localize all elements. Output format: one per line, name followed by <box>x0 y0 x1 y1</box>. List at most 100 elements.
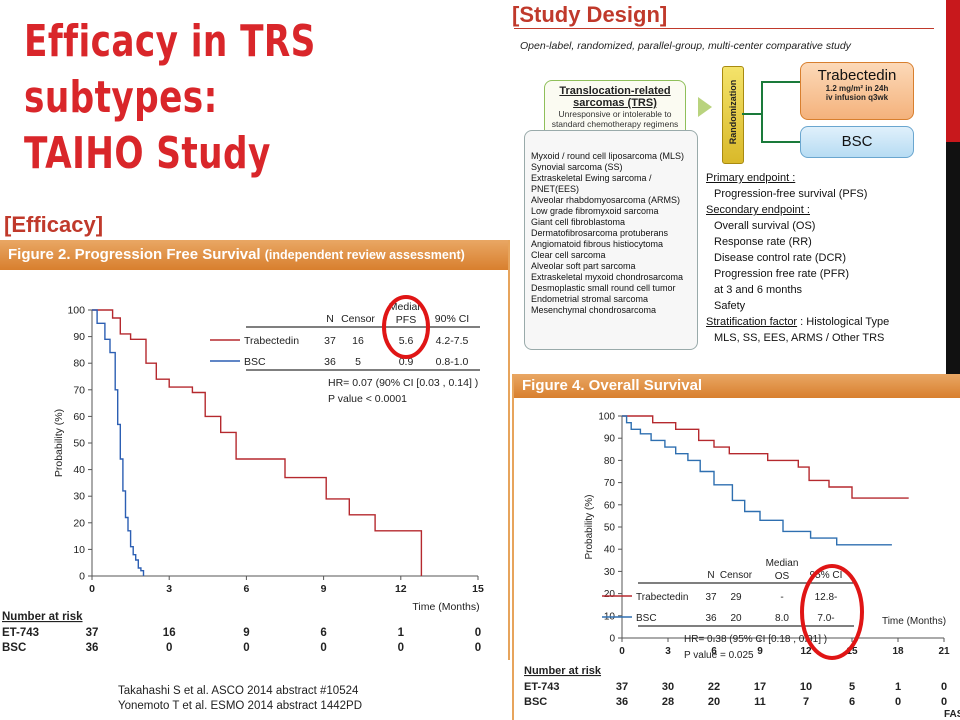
table-header: Median <box>389 301 424 313</box>
subtype-item: Endometrial stromal sarcoma <box>531 294 649 304</box>
table-cell: 7.0- <box>817 613 834 624</box>
y-tick-label: 40 <box>604 545 616 556</box>
table-cell: 37 <box>705 592 717 603</box>
subtype-item: Mesenchymal chondrosarcoma <box>531 305 657 315</box>
risk-count: 30 <box>662 681 674 693</box>
risk-count: 37 <box>86 627 99 639</box>
table-header: OS <box>775 571 790 582</box>
risk-count: 11 <box>754 696 766 708</box>
subtype-item: Myxoid / round cell liposarcoma (MLS) <box>531 151 685 161</box>
km-curve-bsc <box>92 309 145 576</box>
y-tick-label: 80 <box>73 358 85 370</box>
table-cell: 4.2-7.5 <box>436 335 469 347</box>
risk-count: 0 <box>941 681 947 693</box>
table-cell: 12.8- <box>815 592 838 603</box>
title-line-1: Efficacy in TRS <box>24 16 316 67</box>
y-tick-label: 40 <box>73 464 85 476</box>
figure-2-title: Figure 2. Progression Free Survival <box>8 246 261 263</box>
hr-text: HR= 0.07 (90% CI [0.03 , 0.14] ) <box>328 377 478 389</box>
risk-row-label: BSC <box>2 642 26 654</box>
risk-row-label: ET-743 <box>2 627 39 639</box>
x-tick-label: 0 <box>619 646 625 657</box>
legend-label: BSC <box>636 613 657 624</box>
y-tick-label: 100 <box>598 412 615 423</box>
legend-label: Trabectedin <box>636 592 688 603</box>
table-cell: - <box>780 592 783 603</box>
subtype-item: Alveolar rhabdomyosarcoma (ARMS) <box>531 195 681 205</box>
risk-count: 37 <box>616 681 628 693</box>
km-curve-trabectedin <box>622 415 909 499</box>
secondary-endpoint: Disease control rate (DCR) <box>714 252 847 264</box>
strat-rest: : Histological Type <box>797 316 890 328</box>
references: Takahashi S et al. ASCO 2014 abstract #1… <box>118 684 362 714</box>
subtype-item: Low grade fibromyxoid sarcoma <box>531 206 659 216</box>
y-tick-label: 100 <box>67 305 85 317</box>
secondary-label: Secondary endpoint : <box>706 204 810 216</box>
subtype-item: Extraskeletal Ewing sarcoma / <box>531 173 652 183</box>
risk-count: 0 <box>243 642 249 654</box>
slide-title: Efficacy in TRS subtypes: TAIHO Study <box>24 14 391 182</box>
table-cell: 0.9 <box>399 356 414 368</box>
figure-2-header: Figure 2. Progression Free Survival (ind… <box>0 240 508 270</box>
risk-count: 28 <box>662 696 674 708</box>
x-tick-label: 6 <box>711 646 717 657</box>
risk-count: 36 <box>616 696 628 708</box>
subtype-item: Angiomatoid fibrous histiocytoma <box>531 239 664 249</box>
risk-count: 17 <box>754 681 766 693</box>
heading-rule <box>514 28 934 29</box>
y-axis-label: Probability (%) <box>584 494 595 559</box>
x-tick-label: 9 <box>757 646 763 657</box>
table-header: 95% CI <box>810 570 843 581</box>
highlight-circle <box>800 564 864 660</box>
endpoints: Primary endpoint : Progression-free surv… <box>706 170 942 346</box>
table-cell: 5.6 <box>399 335 414 347</box>
table-header: Censor <box>341 313 375 325</box>
y-axis-label: Probability (%) <box>53 409 65 477</box>
x-tick-label: 18 <box>892 646 904 657</box>
x-tick-label: 21 <box>938 646 950 657</box>
subtype-item: Clear cell sarcoma <box>531 250 606 260</box>
arm1-dose-2: iv infusion q3wk <box>825 93 889 102</box>
risk-count: 5 <box>849 681 855 693</box>
table-cell: 37 <box>324 335 336 347</box>
figure-4-header: Figure 4. Overall Survival <box>514 374 960 398</box>
y-tick-label: 60 <box>604 500 616 511</box>
secondary-list: Overall survival (OS) Response rate (RR) D… <box>706 218 942 314</box>
risk-count: 1 <box>895 681 901 693</box>
y-tick-label: 60 <box>73 411 85 423</box>
table-header: Median <box>766 558 799 569</box>
risk-count: 0 <box>475 627 481 639</box>
risk-row-label: BSC <box>524 696 547 708</box>
title-line-3: TAIHO Study <box>24 128 271 179</box>
risk-count: 16 <box>163 627 176 639</box>
y-tick-label: 20 <box>604 589 616 600</box>
table-cell: 20 <box>730 613 742 624</box>
secondary-endpoint: Progression free rate (PFR) <box>714 268 850 280</box>
y-tick-label: 30 <box>73 491 85 503</box>
subtype-item: Giant cell fibroblastoma <box>531 217 626 227</box>
table-cell: 5 <box>355 356 361 368</box>
risk-count: 6 <box>320 627 326 639</box>
risk-count: 1 <box>398 627 405 639</box>
table-cell: 36 <box>324 356 336 368</box>
risk-count: 0 <box>320 642 326 654</box>
subtypes-box: Myxoid / round cell liposarcoma (MLS) Syn… <box>524 130 698 350</box>
risk-count: 22 <box>708 681 720 693</box>
risk-count: 36 <box>86 642 99 654</box>
subtype-item: Extraskeletal myxoid chondrosarcoma <box>531 272 684 282</box>
arm1-dose-1: 1.2 mg/m² in 24h <box>825 84 889 93</box>
figure-4-title: Figure 4. Overall Survival <box>522 377 703 394</box>
table-cell: 8.0 <box>775 613 789 624</box>
risk-count: 6 <box>849 696 855 708</box>
p-value-text: P value < 0.0001 <box>328 393 407 405</box>
risk-count: 0 <box>475 642 481 654</box>
right-edge-accent <box>946 0 960 142</box>
figure-4-panel: Figure 4. Overall Survival 0 10 20 30 40 50 60… <box>512 374 960 720</box>
arm-trabectedin-box: Trabectedin 1.2 mg/m² in 24h iv infusion… <box>800 62 914 120</box>
arrow-icon <box>698 97 712 117</box>
arm-bsc-box: BSC <box>800 126 914 158</box>
x-tick-label: 0 <box>89 583 95 595</box>
legend-label: Trabectedin <box>244 335 299 347</box>
